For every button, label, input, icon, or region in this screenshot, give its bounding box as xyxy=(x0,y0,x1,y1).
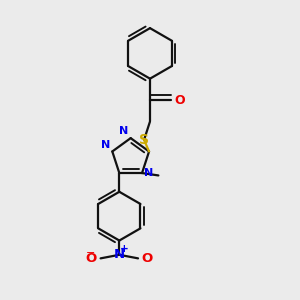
Text: N: N xyxy=(144,168,154,178)
Text: N: N xyxy=(114,248,125,261)
Text: S: S xyxy=(139,133,149,147)
Text: O: O xyxy=(175,94,185,106)
Text: +: + xyxy=(120,244,129,254)
Text: −: − xyxy=(86,248,95,258)
Text: N: N xyxy=(101,140,110,150)
Text: N: N xyxy=(119,126,128,136)
Text: O: O xyxy=(86,252,97,265)
Text: O: O xyxy=(142,252,153,265)
